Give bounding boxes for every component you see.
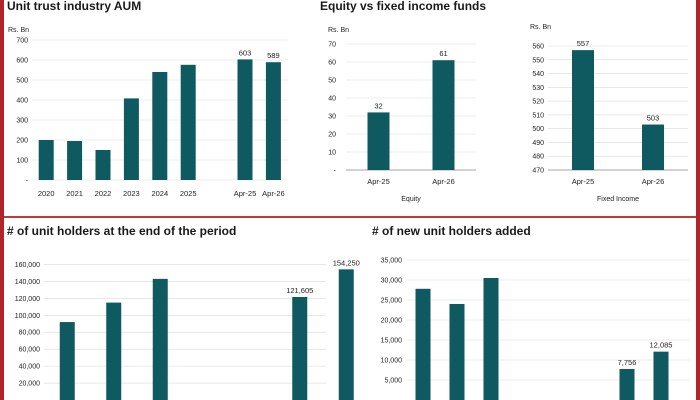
fixed_income-data-label: 557: [577, 39, 590, 48]
equity-unit-label: Rs. Bn: [328, 27, 350, 34]
new_holders-ytick-label: 5,000: [384, 378, 402, 385]
equity-fixed-income-title: Equity vs fixed income funds: [320, 0, 487, 13]
aum-ytick-label: 100: [16, 158, 28, 165]
section-divider: [4, 216, 696, 218]
equity-data-label: 61: [439, 49, 447, 58]
equity-ytick-label: 60: [328, 60, 336, 67]
fixed_income-data-label: 503: [647, 114, 660, 123]
aum-bar: [265, 62, 281, 181]
unit-holders-title: # of unit holders at the end of the peri…: [7, 224, 237, 238]
new_holders-ytick-label: 35,000: [381, 258, 403, 265]
aum-category-label: 2023: [123, 189, 140, 198]
aum-bar: [123, 98, 139, 180]
fixed_income-ytick-label: 530: [532, 85, 544, 92]
fixed_income-bar: [642, 124, 664, 170]
equity-ytick-label: 70: [328, 42, 336, 49]
fixed_income-ytick-label: 550: [532, 57, 544, 64]
holders-ytick-label: 20,000: [19, 381, 41, 388]
new_holders-ytick-label: 15,000: [381, 338, 403, 345]
equity-axis-title: Equity: [401, 196, 421, 203]
aum-category-label: 2024: [151, 189, 168, 198]
holders-ytick-label: 60,000: [19, 347, 41, 354]
equity-category-label: Apr-25: [367, 177, 390, 186]
holders-data-label: 154,250: [333, 258, 360, 267]
holders-ytick-label: 160,000: [15, 262, 40, 269]
new_holders-ytick-label: 30,000: [381, 278, 403, 285]
holders-bar: [338, 269, 354, 400]
fixed_income-category-label: Apr-26: [642, 177, 665, 186]
equity-ytick-label: 50: [328, 78, 336, 85]
fixed_income-category-label: Apr-25: [572, 177, 595, 186]
equity-ytick-label: -: [334, 168, 337, 175]
holders-data-label: 121,605: [286, 286, 313, 295]
aum-bar: [67, 141, 83, 180]
aum-data-label: 603: [239, 48, 252, 57]
aum-chart-title: Unit trust industry AUM: [7, 0, 142, 13]
aum-category-label: 2022: [95, 189, 112, 198]
new_holders-bar: [483, 278, 499, 400]
fixed_income-ytick-label: 540: [532, 71, 544, 78]
new_holders-bar: [449, 304, 465, 400]
left-frame-border: [0, 0, 4, 400]
fixed_income-ytick-label: 520: [532, 99, 544, 106]
fixed_income-ytick-label: 490: [532, 140, 544, 147]
holders-ytick-label: 80,000: [19, 330, 41, 337]
new_holders-data-label: 7,756: [618, 358, 637, 367]
holders-bar: [152, 278, 168, 400]
fixed_income-bar: [572, 50, 594, 171]
aum-ytick-label: -: [26, 178, 29, 185]
new_holders-ytick-label: 25,000: [381, 298, 403, 305]
equity-ytick-label: 40: [328, 96, 336, 103]
holders-ytick-label: 100,000: [15, 313, 40, 320]
aum-category-label: Apr-25: [234, 189, 257, 198]
new_holders-data-label: 12,085: [650, 341, 673, 350]
aum-bar: [180, 64, 196, 180]
aum-ytick-label: 300: [16, 118, 28, 125]
fixed_income-ytick-label: 560: [532, 44, 544, 51]
aum-ytick-label: 400: [16, 98, 28, 105]
aum-bar: [237, 59, 253, 180]
equity-ytick-label: 10: [328, 150, 336, 157]
aum-bar: [95, 150, 111, 180]
equity-category-label: Apr-26: [432, 177, 455, 186]
aum-ytick-label: 700: [16, 38, 28, 45]
holders-bar: [106, 302, 122, 400]
equity-bar: [432, 60, 455, 171]
aum-category-label: 2021: [66, 189, 83, 198]
new_holders-bar: [653, 351, 669, 400]
holders-bar: [59, 322, 75, 400]
holders-bar: [292, 296, 308, 400]
aum-category-label: 2020: [38, 189, 55, 198]
new_holders-ytick-label: 10,000: [381, 358, 403, 365]
holders-ytick-label: 140,000: [15, 279, 40, 286]
fixed_income-ytick-label: 470: [532, 168, 544, 175]
fixed-income-unit-label: Rs. Bn: [530, 24, 552, 31]
new-unit-holders-title: # of new unit holders added: [372, 224, 531, 238]
aum-data-label: 589: [267, 51, 280, 60]
equity-ytick-label: 30: [328, 114, 336, 121]
aum-bar: [38, 140, 54, 180]
equity-bar: [367, 112, 390, 170]
fixed_income-ytick-label: 500: [532, 126, 544, 133]
aum-ytick-label: 600: [16, 58, 28, 65]
new_holders-bar: [415, 288, 431, 400]
fixed_income-ytick-label: 480: [532, 154, 544, 161]
equity-ytick-label: 20: [328, 132, 336, 139]
aum-ytick-label: 500: [16, 78, 28, 85]
aum-bar: [152, 72, 168, 180]
aum-ytick-label: 200: [16, 138, 28, 145]
new_holders-bar: [619, 368, 635, 400]
aum-category-label: 2025: [180, 189, 197, 198]
right-frame-border: [696, 0, 700, 400]
holders-ytick-label: 40,000: [19, 364, 41, 371]
equity-data-label: 32: [374, 101, 382, 110]
holders-ytick-label: 120,000: [15, 296, 40, 303]
fixed_income-ytick-label: 510: [532, 112, 544, 119]
fixed_income-axis-title: Fixed Income: [597, 196, 639, 203]
new_holders-ytick-label: 20,000: [381, 318, 403, 325]
aum-category-label: Apr-26: [262, 189, 285, 198]
aum-unit-label: Rs. Bn: [8, 27, 30, 34]
